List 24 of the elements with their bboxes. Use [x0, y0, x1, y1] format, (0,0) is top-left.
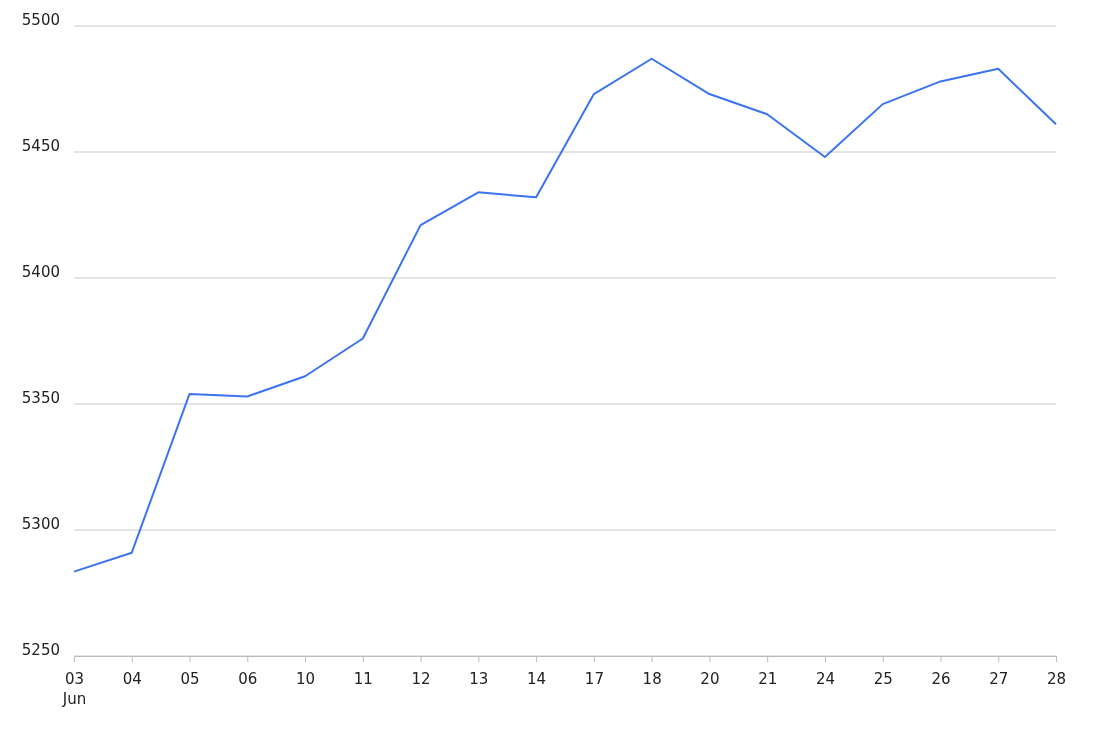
x-tick-label: 12: [411, 670, 431, 688]
y-tick-label: 5400: [21, 263, 60, 281]
x-tick-label: 14: [527, 670, 547, 688]
x-tick-label: 13: [469, 670, 489, 688]
x-tick-label: 26: [931, 670, 951, 688]
x-tick-label: 05: [180, 670, 200, 688]
x-tick-label: 20: [700, 670, 720, 688]
y-tick-label: 5450: [21, 137, 60, 155]
x-tick-label: 04: [122, 670, 142, 688]
y-tick-label: 5500: [21, 11, 60, 29]
x-tick-label: 03 Jun: [61, 670, 87, 708]
x-tick-label: 27: [989, 670, 1009, 688]
x-tick-label: 28: [1046, 670, 1067, 688]
y-tick-label: 5300: [21, 515, 60, 533]
y-tick-label: 5350: [21, 389, 60, 407]
x-tick-label: 25: [873, 670, 893, 688]
x-tick-label: 10: [296, 670, 316, 688]
x-tick-label: 06: [238, 670, 258, 688]
y-tick-label: 5250: [21, 641, 60, 659]
x-tick-label: 24: [815, 670, 835, 688]
x-tick-label: 18: [642, 670, 662, 688]
x-tick-label: 17: [584, 670, 604, 688]
x-tick-label: 11: [353, 670, 373, 688]
x-tick-label: 21: [758, 670, 778, 688]
